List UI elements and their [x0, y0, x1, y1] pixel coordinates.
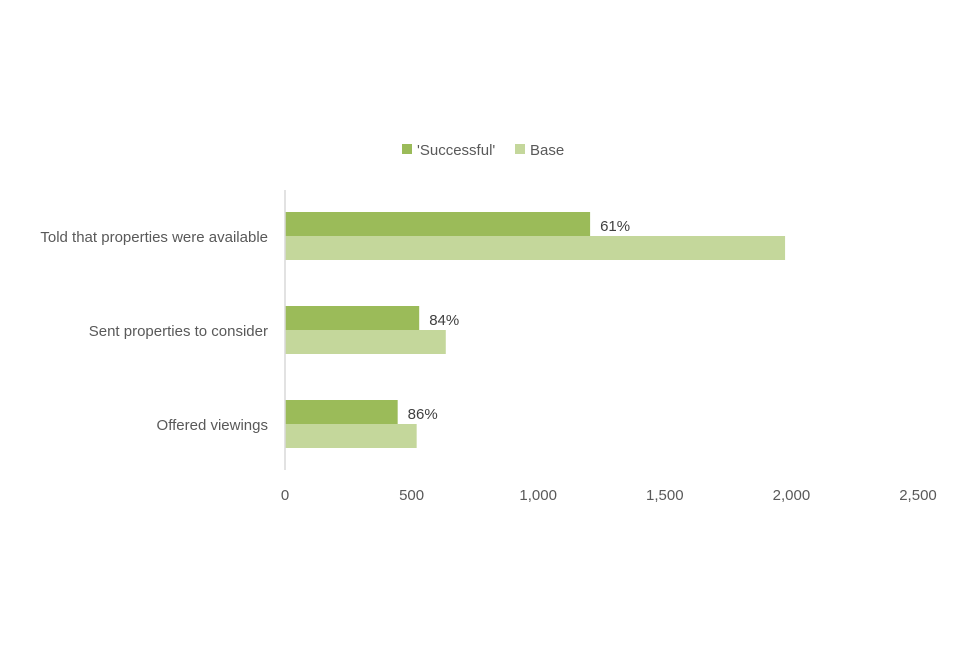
x-axis-tick-labels: 0 500 1,000 1,500 2,000 2,500: [281, 487, 937, 504]
legend-swatch: [515, 144, 525, 154]
category-label: Told that properties were available: [40, 229, 268, 246]
x-tick-label: 1,500: [646, 487, 684, 504]
x-tick-label: 2,500: [899, 487, 937, 504]
category-label: Offered viewings: [157, 417, 268, 434]
bar-base: [285, 330, 446, 354]
bars: [285, 212, 786, 448]
x-tick-label: 2,000: [773, 487, 811, 504]
legend-label: Base: [530, 142, 564, 159]
x-tick-label: 500: [399, 487, 424, 504]
data-labels: 61% 84% 86%: [408, 218, 630, 423]
legend: 'Successful' Base: [402, 142, 564, 159]
category-labels: Told that properties were available Sent …: [40, 229, 268, 434]
data-label: 86%: [408, 406, 438, 423]
bar-base: [285, 236, 786, 260]
legend-label: 'Successful': [417, 142, 495, 159]
data-label: 61%: [600, 218, 630, 235]
bar-successful: [285, 212, 591, 236]
x-tick-label: 0: [281, 487, 289, 504]
x-tick-label: 1,000: [519, 487, 557, 504]
data-label: 84%: [429, 312, 459, 329]
category-label: Sent properties to consider: [89, 323, 268, 340]
bar-successful: [285, 306, 420, 330]
legend-swatch: [402, 144, 412, 154]
bar-successful: [285, 400, 398, 424]
bar-base: [285, 424, 417, 448]
